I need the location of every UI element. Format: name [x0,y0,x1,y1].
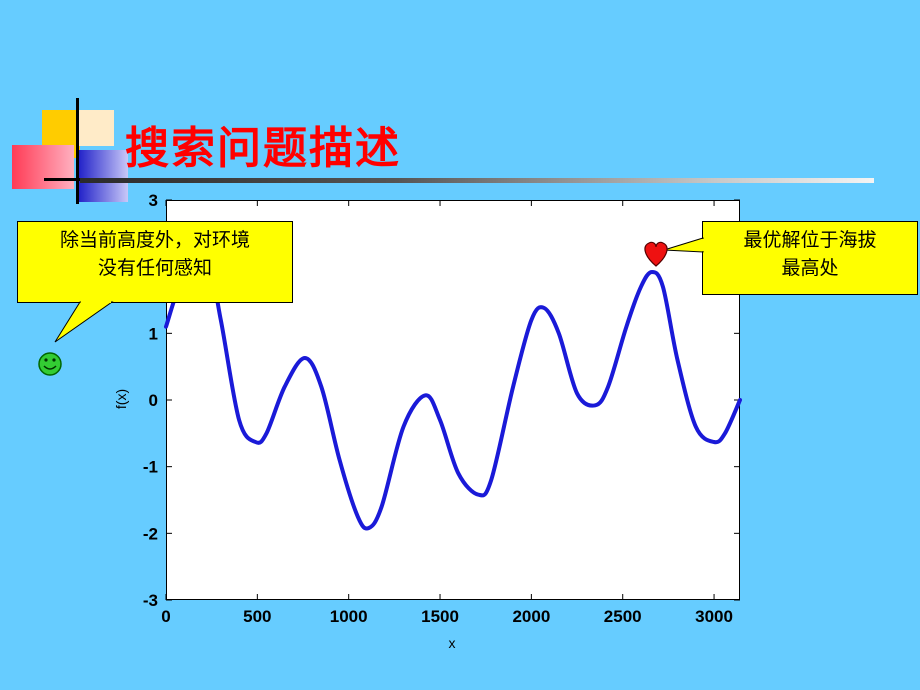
decor-square-pale [78,110,114,146]
x-tick-label: 500 [243,607,271,626]
x-tick-label: 1000 [330,607,368,626]
callout-right: 最优解位于海拔 最高处 [702,221,918,295]
y-tick-label: -1 [143,458,158,477]
x-tick-label: 0 [161,607,170,626]
x-tick-label: 2500 [604,607,642,626]
series-line [164,249,742,531]
x-tick-label: 2000 [512,607,550,626]
y-tick-label: 1 [149,324,158,343]
y-tick-label: 3 [149,191,158,210]
callout-left-text: 除当前高度外，对环境 没有任何感知 [59,229,250,279]
decor-square-blue [78,150,128,202]
y-tick-label: 0 [149,391,158,410]
callout-right-text: 最优解位于海拔 最高处 [743,229,877,279]
y-tick-label: -2 [143,524,158,543]
x-axis-label: x [449,635,456,651]
x-axis: 0 500 1000 1500 2000 2500 3000 [161,200,733,626]
callout-left: 除当前高度外，对环境 没有任何感知 [17,221,293,303]
y-axis: -3-2-10123 [143,191,740,610]
slide-title: 搜索问题描述 [125,123,401,174]
y-tick-label: -3 [143,591,158,610]
decor-square-red [12,145,74,189]
decor-vertical-line [76,98,79,204]
title-underline [80,178,874,183]
y-axis-label: f(x) [113,389,129,409]
x-tick-label: 3000 [695,607,733,626]
x-tick-label: 1500 [421,607,459,626]
